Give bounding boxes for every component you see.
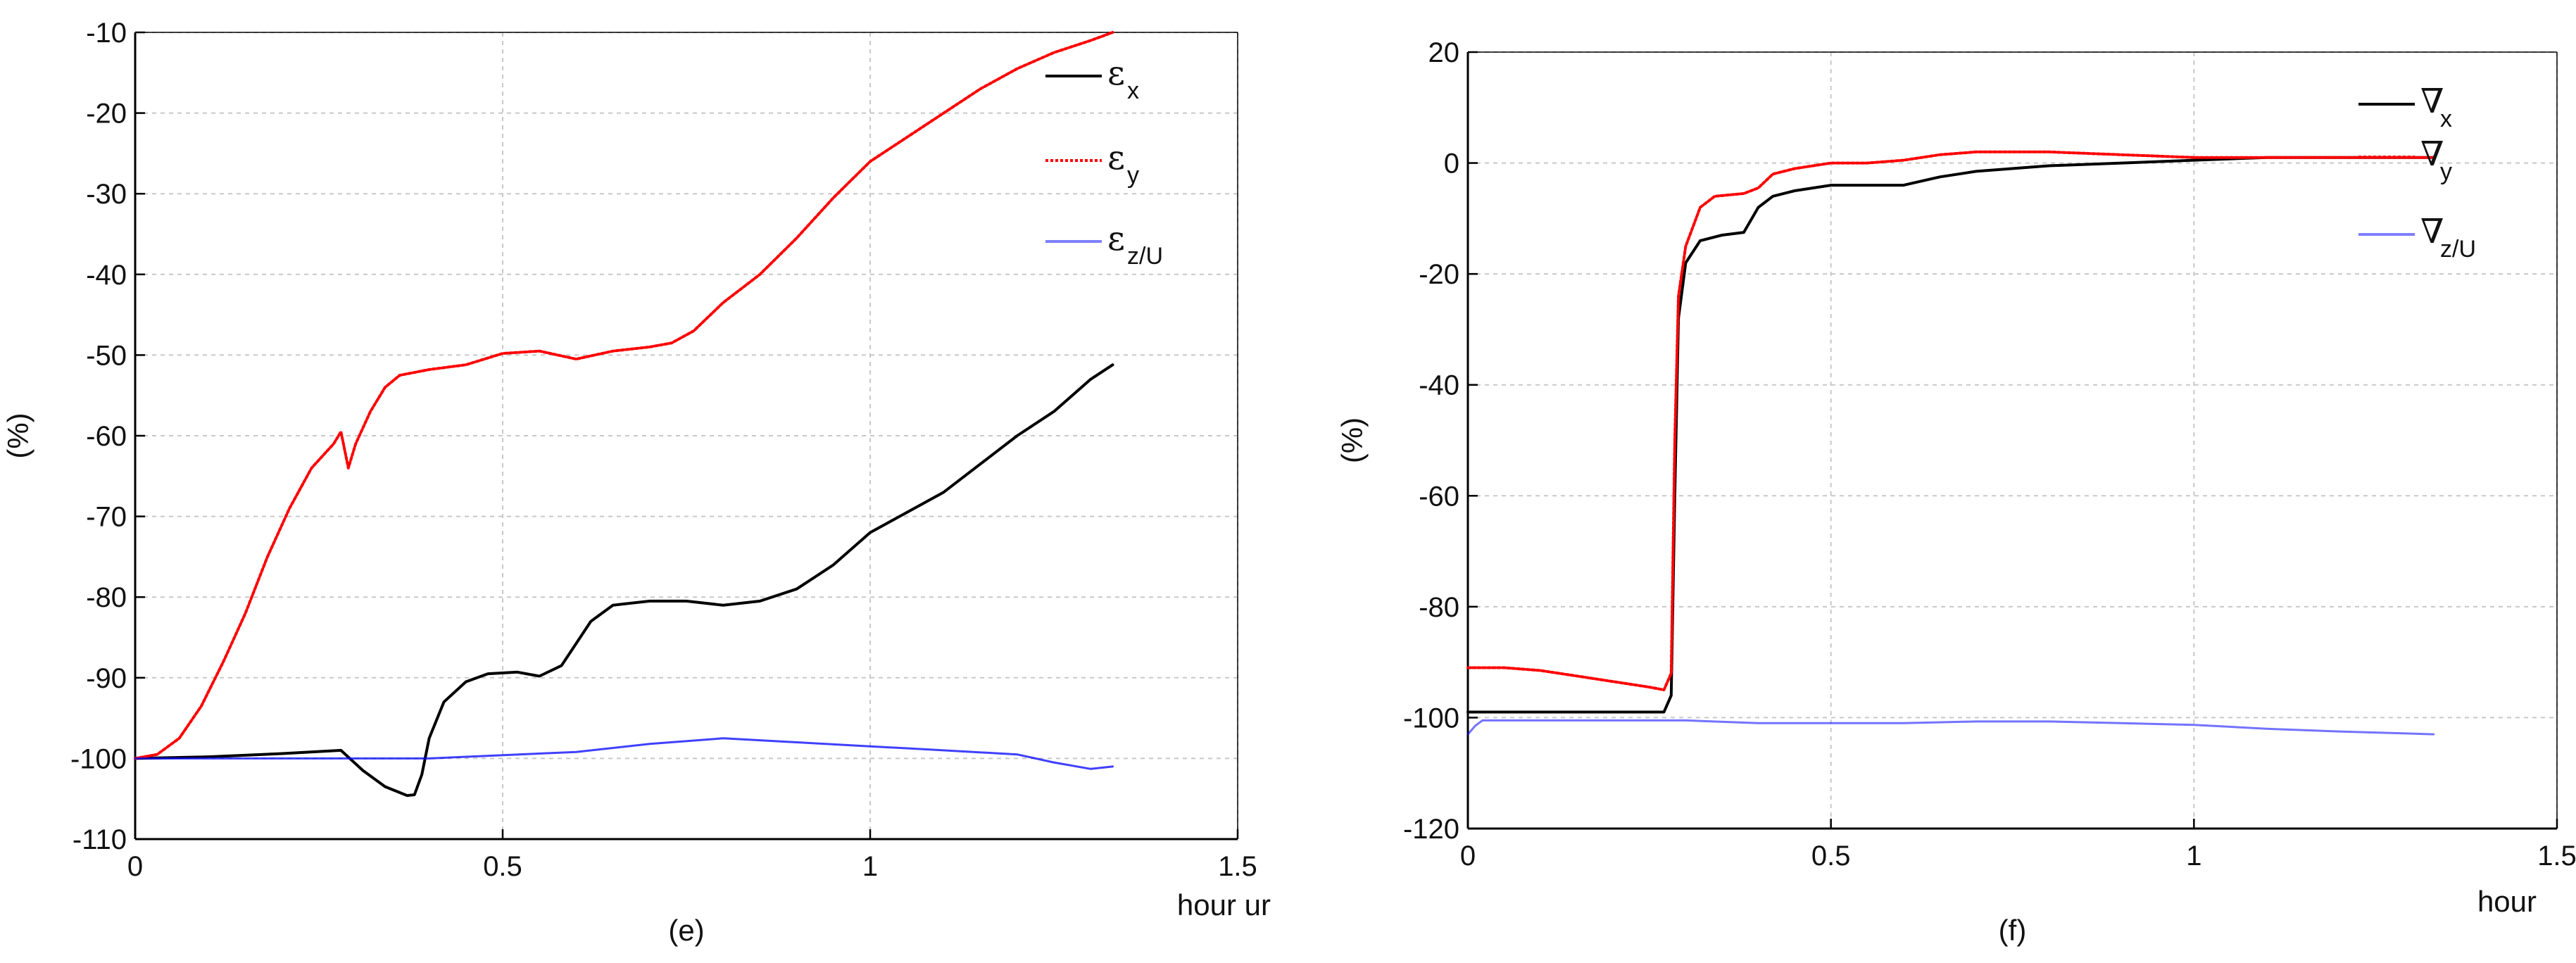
y-tick-label: -80 <box>86 582 127 613</box>
legend-subscript: y <box>2440 158 2452 185</box>
y-tick-label: 0 <box>1444 149 1459 180</box>
x-tick-label: 0 <box>127 851 143 882</box>
x-tick-label: 1 <box>862 851 878 882</box>
y-tick-label: -40 <box>1419 370 1459 401</box>
y-tick-label: -80 <box>1419 592 1459 623</box>
x-tick-label: 1 <box>2186 841 2201 871</box>
y-tick-label: -20 <box>86 99 127 130</box>
x-tick-label: 0.5 <box>1811 841 1851 871</box>
legend-label: ε <box>1107 219 1125 258</box>
y-tick-label: -100 <box>70 743 127 774</box>
x-tick-label: 1.5 <box>1218 851 1257 882</box>
panel-f: 0 0.5 1 1.5 -120 -100 -80 -60 -40 -20 0 20 (%) hour (f… <box>1336 37 2576 947</box>
series-line-y <box>134 31 1114 760</box>
y-tick-label: -30 <box>86 179 127 210</box>
series-line-x <box>1466 156 2435 714</box>
panel-label: (f) <box>1999 914 2027 947</box>
legend-label: ε <box>1107 138 1125 177</box>
legend-label: ε <box>1107 54 1125 93</box>
legend-subscript: z/U <box>2440 236 2476 263</box>
y-tick-label: 20 <box>1428 37 1460 68</box>
panel-e: 0 0.5 1 1.5 -110 -100 -90 -80 -70 -60 -50 -40 -30 -20… <box>1 18 1271 947</box>
legend-label: ∇ <box>2420 212 2444 251</box>
legend-label: ∇ <box>2420 82 2444 121</box>
y-tick-label: -40 <box>86 260 127 291</box>
series-line-z-U <box>134 737 1114 770</box>
y-axis-label: (%) <box>1336 417 1369 463</box>
y-tick-label: -50 <box>86 340 127 371</box>
y-axis-label: (%) <box>1 413 34 458</box>
x-tick-label: 0.5 <box>483 851 522 882</box>
x-tick-label: 0 <box>1460 841 1476 871</box>
series-line-z-U <box>1466 719 2435 736</box>
y-tick-label: -70 <box>86 502 127 533</box>
y-tick-label: -10 <box>86 18 127 49</box>
legend-label: ∇ <box>2420 134 2444 174</box>
legend-subscript: x <box>1127 77 1139 104</box>
x-tick-label: 1.5 <box>2537 841 2576 871</box>
y-tick-label: -60 <box>1419 481 1459 512</box>
legend-subscript: y <box>1127 162 1139 189</box>
y-tick-label: -60 <box>86 421 127 452</box>
y-tick-label: -110 <box>73 824 127 855</box>
y-tick-label: -20 <box>1419 259 1459 290</box>
y-tick-label: -100 <box>1403 703 1459 734</box>
series-line-y <box>1466 150 2435 691</box>
y-tick-label: -90 <box>86 663 127 694</box>
legend-subscript: x <box>2440 106 2452 132</box>
legend-subscript: z/U <box>1127 243 1163 270</box>
series-line-x <box>134 363 1114 798</box>
x-axis-label: hour <box>2477 885 2537 918</box>
y-tick-label: -120 <box>1403 814 1459 845</box>
panel-label: (e) <box>668 914 704 947</box>
x-axis-label: hour ur <box>1177 888 1271 921</box>
